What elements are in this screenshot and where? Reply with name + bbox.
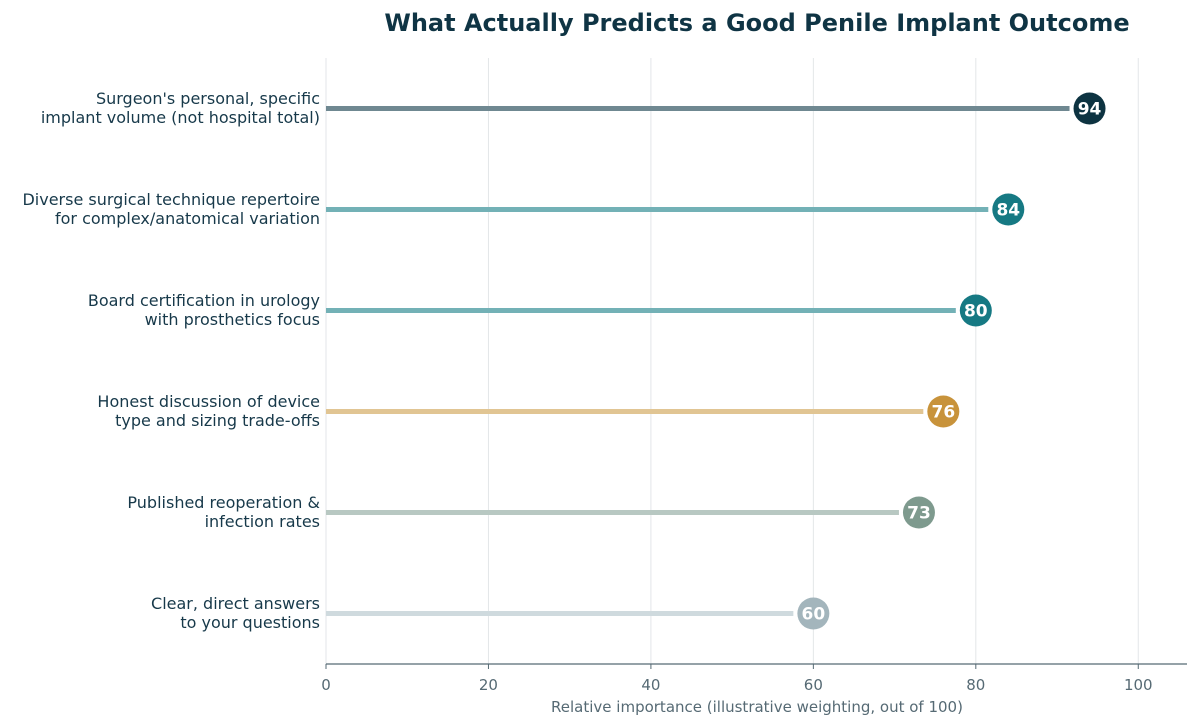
x-tick-label-60: 60 <box>804 676 823 694</box>
category-label-5-line-0: Clear, direct answers <box>151 594 320 613</box>
x-tick-label-100: 100 <box>1124 676 1153 694</box>
lollipop-dot-2 <box>959 294 992 327</box>
category-label-1-line-0: Diverse surgical technique repertoire <box>22 190 320 209</box>
lollipop-dot-4 <box>902 496 935 529</box>
category-label-4-line-0: Published reoperation & <box>127 493 320 512</box>
category-label-4-line-1: infection rates <box>205 512 320 531</box>
x-axis-title: Relative importance (illustrative weight… <box>551 698 963 716</box>
chart-title: What Actually Predicts a Good Penile Imp… <box>384 9 1129 37</box>
lollipop-dot-1 <box>992 193 1025 226</box>
category-label-0-line-0: Surgeon's personal, specific <box>96 89 320 108</box>
value-label-2: 80 <box>964 302 988 322</box>
value-label-5: 60 <box>802 605 826 625</box>
grid-layer <box>487 58 1139 664</box>
lollipop-dot-5 <box>797 597 830 630</box>
x-tick-label-40: 40 <box>641 676 660 694</box>
marks-layer: 94 84 80 76 73 60 <box>326 92 1106 630</box>
value-label-3: 76 <box>931 403 955 423</box>
value-label-1: 84 <box>996 201 1020 221</box>
value-label-4: 73 <box>907 504 931 524</box>
category-label-1-line-1: for complex/anatomical variation <box>55 209 320 228</box>
x-tick-label-20: 20 <box>479 676 498 694</box>
x-tick-label-0: 0 <box>321 676 331 694</box>
category-label-2-line-0: Board certification in urology <box>88 291 320 310</box>
lollipop-dot-3 <box>927 395 960 428</box>
lollipop-dot-0 <box>1073 92 1106 125</box>
category-label-5-line-1: to your questions <box>180 613 320 632</box>
category-label-3-line-0: Honest discussion of device <box>97 392 320 411</box>
x-tick-label-80: 80 <box>966 676 985 694</box>
axis-layer: 0 20 40 60 80 100 <box>321 58 1187 694</box>
value-label-0: 94 <box>1078 100 1102 120</box>
category-label-3-line-1: type and sizing trade-offs <box>115 411 320 430</box>
category-label-2-line-1: with prosthetics focus <box>145 310 320 329</box>
category-label-0-line-1: implant volume (not hospital total) <box>41 108 320 127</box>
